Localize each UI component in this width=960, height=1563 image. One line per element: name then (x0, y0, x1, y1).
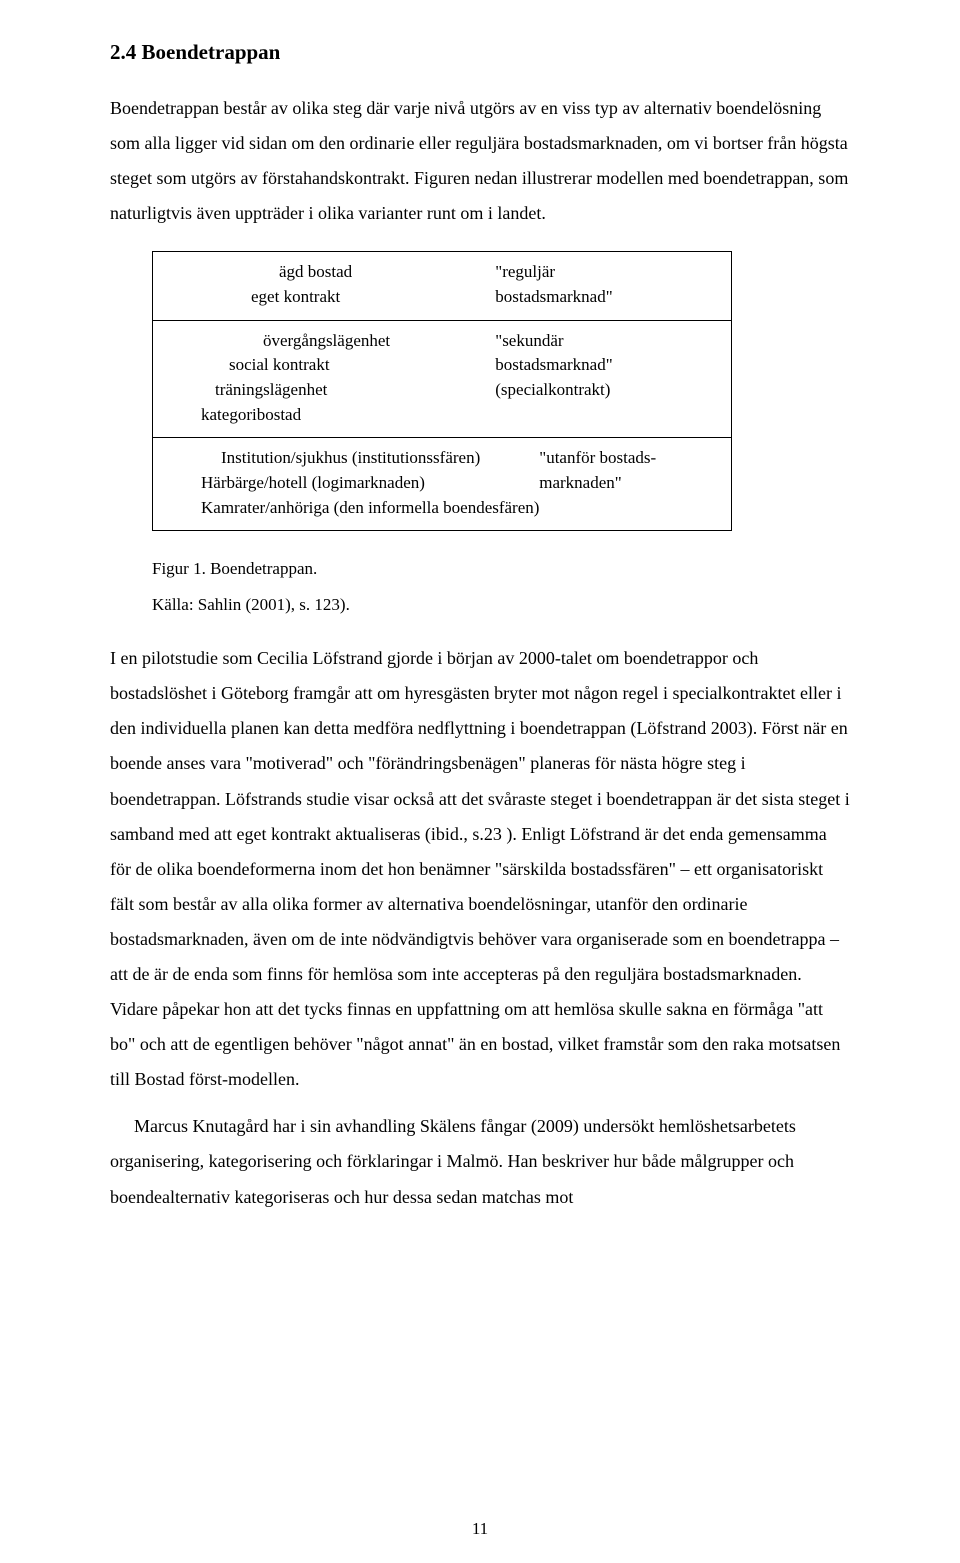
diagram-cell-text: eget kontrakt (201, 285, 491, 310)
diagram-table: ägd bostad eget kontrakt "reguljär bosta… (152, 251, 732, 531)
diagram-cell-text: (specialkontrakt) (495, 378, 612, 403)
diagram-cell-text: kategoribostad (201, 403, 491, 428)
figure-source: Källa: Sahlin (2001), s. 123). (152, 595, 850, 615)
diagram-cell-text: övergångslägenhet (201, 329, 491, 354)
document-page: 2.4 Boendetrappan Boendetrappan består a… (0, 0, 960, 1563)
boendetrappan-diagram: ägd bostad eget kontrakt "reguljär bosta… (152, 251, 850, 531)
diagram-cell-text: "reguljär (495, 260, 612, 285)
paragraph-3: Marcus Knutagård har i sin avhandling Sk… (110, 1109, 850, 1214)
diagram-cell-text: Institution/sjukhus (institutionssfären) (201, 446, 491, 471)
diagram-cell-text: bostadsmarknad" (495, 353, 612, 378)
diagram-cell-text: "utanför bostads- (539, 446, 656, 471)
diagram-row-2: övergångslägenhet social kontrakt tränin… (153, 320, 732, 438)
diagram-row-1: ägd bostad eget kontrakt "reguljär bosta… (153, 252, 732, 320)
paragraph-2: I en pilotstudie som Cecilia Löfstrand g… (110, 641, 850, 1097)
paragraph-1: Boendetrappan består av olika steg där v… (110, 91, 850, 231)
diagram-cell-text: Härbärge/hotell (logimarknaden) (201, 471, 491, 496)
diagram-cell-text: social kontrakt (201, 353, 491, 378)
diagram-cell-text: bostadsmarknad" (495, 285, 612, 310)
diagram-cell-text: marknaden" (539, 471, 656, 496)
diagram-cell-text: Kamrater/anhöriga (den informella boende… (201, 496, 491, 521)
diagram-row-3: Institution/sjukhus (institutionssfären)… (153, 438, 732, 531)
diagram-cell-text: "sekundär (495, 329, 612, 354)
section-heading: 2.4 Boendetrappan (110, 40, 850, 65)
diagram-cell-text: ägd bostad (201, 260, 491, 285)
page-number: 11 (0, 1519, 960, 1539)
diagram-cell-text: träningslägenhet (201, 378, 491, 403)
figure-caption: Figur 1. Boendetrappan. (152, 559, 850, 579)
